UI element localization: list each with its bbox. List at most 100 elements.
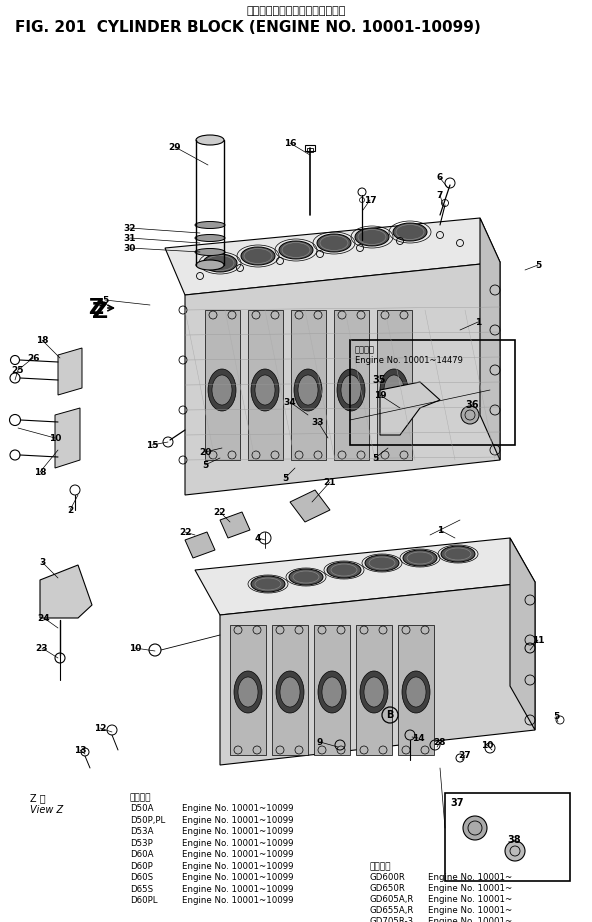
Text: 1: 1 xyxy=(475,317,481,326)
Text: 15: 15 xyxy=(146,441,158,450)
Text: 27: 27 xyxy=(459,751,471,760)
Text: Engine No. 10001~: Engine No. 10001~ xyxy=(428,884,512,893)
Text: 35: 35 xyxy=(372,375,385,385)
Text: Engine No. 10001~10099: Engine No. 10001~10099 xyxy=(182,873,294,882)
Text: Z: Z xyxy=(88,298,103,318)
Text: 5: 5 xyxy=(102,295,108,304)
Text: 33: 33 xyxy=(312,418,324,427)
Text: Engine No. 10001~10099: Engine No. 10001~10099 xyxy=(182,827,294,836)
Ellipse shape xyxy=(195,234,225,242)
Circle shape xyxy=(505,841,525,861)
Text: D53P: D53P xyxy=(130,838,153,847)
Text: 10: 10 xyxy=(49,433,61,443)
Text: Engine No. 10001~: Engine No. 10001~ xyxy=(428,873,512,882)
Ellipse shape xyxy=(384,375,404,405)
Ellipse shape xyxy=(195,249,225,255)
Ellipse shape xyxy=(355,228,389,246)
Text: D60S: D60S xyxy=(130,873,153,882)
Ellipse shape xyxy=(208,369,236,411)
Text: FIG. 201  CYLINDER BLOCK (ENGINE NO. 10001-10099): FIG. 201 CYLINDER BLOCK (ENGINE NO. 1000… xyxy=(15,20,481,35)
Text: 19: 19 xyxy=(374,391,387,399)
Text: 適用号機: 適用号機 xyxy=(355,345,375,354)
Ellipse shape xyxy=(203,254,237,272)
Ellipse shape xyxy=(195,221,225,229)
Circle shape xyxy=(463,816,487,840)
Ellipse shape xyxy=(406,677,426,707)
Text: 7: 7 xyxy=(437,191,443,199)
Text: 5: 5 xyxy=(535,261,541,269)
Text: 17: 17 xyxy=(363,195,377,205)
Ellipse shape xyxy=(241,247,275,265)
Polygon shape xyxy=(380,382,440,435)
Polygon shape xyxy=(40,565,92,618)
Text: GD705R-3: GD705R-3 xyxy=(370,917,414,922)
Text: 3: 3 xyxy=(39,558,45,566)
Text: Engine No. 10001~10099: Engine No. 10001~10099 xyxy=(182,896,294,905)
Text: Engine No. 10001~10099: Engine No. 10001~10099 xyxy=(182,815,294,824)
Ellipse shape xyxy=(317,234,351,252)
Ellipse shape xyxy=(279,241,313,259)
Text: 26: 26 xyxy=(27,353,39,362)
Polygon shape xyxy=(290,490,330,522)
Polygon shape xyxy=(185,532,215,558)
Ellipse shape xyxy=(365,555,399,571)
Text: 29: 29 xyxy=(169,143,181,151)
Text: D60A: D60A xyxy=(130,850,153,859)
Polygon shape xyxy=(398,625,434,755)
Text: Engine No. 10001~: Engine No. 10001~ xyxy=(428,895,512,904)
Ellipse shape xyxy=(196,135,224,145)
Text: Engine No. 10001~10099: Engine No. 10001~10099 xyxy=(182,850,294,859)
Ellipse shape xyxy=(196,260,224,270)
Ellipse shape xyxy=(298,375,318,405)
Polygon shape xyxy=(480,218,500,460)
Polygon shape xyxy=(377,310,412,460)
Text: Z 視: Z 視 xyxy=(30,793,46,803)
Text: 6: 6 xyxy=(437,173,443,183)
Ellipse shape xyxy=(294,369,322,411)
Text: 31: 31 xyxy=(124,233,136,242)
Text: D50A: D50A xyxy=(130,804,153,813)
Text: 25: 25 xyxy=(12,365,24,374)
Ellipse shape xyxy=(255,375,275,405)
Text: 23: 23 xyxy=(36,644,49,653)
Text: D53A: D53A xyxy=(130,827,153,836)
Polygon shape xyxy=(510,538,535,730)
Polygon shape xyxy=(58,348,82,395)
Text: 1: 1 xyxy=(437,526,443,535)
Ellipse shape xyxy=(360,671,388,713)
Text: 20: 20 xyxy=(199,447,211,456)
Ellipse shape xyxy=(337,369,365,411)
Ellipse shape xyxy=(234,671,262,713)
Text: D60PL: D60PL xyxy=(130,896,157,905)
Text: 10: 10 xyxy=(481,740,493,750)
Ellipse shape xyxy=(322,677,342,707)
Text: 適用号機: 適用号機 xyxy=(370,862,391,871)
Text: Engine No. 10001~10099: Engine No. 10001~10099 xyxy=(182,861,294,870)
Text: Engine No. 10001~14479: Engine No. 10001~14479 xyxy=(355,356,463,365)
Ellipse shape xyxy=(327,562,361,578)
Text: 28: 28 xyxy=(434,738,446,747)
Text: Engine No. 10001~10099: Engine No. 10001~10099 xyxy=(182,884,294,893)
Text: Engine No. 10001~10099: Engine No. 10001~10099 xyxy=(182,838,294,847)
Text: 12: 12 xyxy=(94,724,106,732)
Text: 4: 4 xyxy=(255,534,261,542)
Text: 適用号機: 適用号機 xyxy=(130,793,152,802)
Polygon shape xyxy=(334,310,369,460)
Ellipse shape xyxy=(441,546,475,562)
Text: GD605A,R: GD605A,R xyxy=(370,895,414,904)
Polygon shape xyxy=(185,262,500,495)
Text: 30: 30 xyxy=(124,243,136,253)
Ellipse shape xyxy=(276,671,304,713)
Text: 11: 11 xyxy=(532,635,544,644)
Ellipse shape xyxy=(289,569,323,585)
Ellipse shape xyxy=(380,369,408,411)
Bar xyxy=(350,340,515,445)
Text: 22: 22 xyxy=(214,507,226,516)
Text: GD655A,R: GD655A,R xyxy=(370,906,414,915)
Text: 36: 36 xyxy=(465,400,478,410)
Text: 5: 5 xyxy=(553,712,559,720)
Text: D50P,PL: D50P,PL xyxy=(130,815,165,824)
Ellipse shape xyxy=(403,550,437,566)
Ellipse shape xyxy=(212,375,232,405)
Polygon shape xyxy=(165,218,500,295)
